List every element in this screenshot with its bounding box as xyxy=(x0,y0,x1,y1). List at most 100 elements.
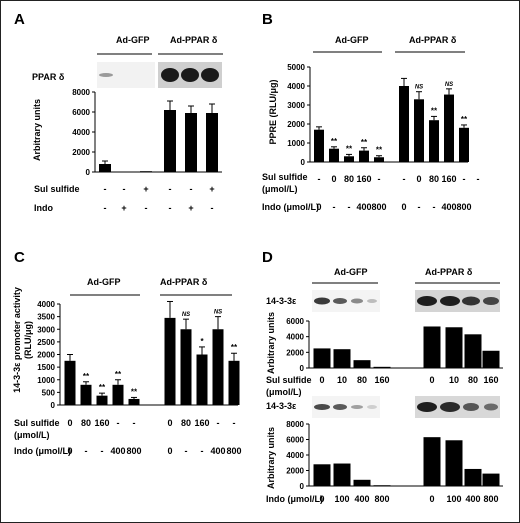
treatment-value: - xyxy=(211,203,214,213)
treatment-value: 0 xyxy=(67,418,72,428)
significance-label: NS xyxy=(415,85,423,91)
bar xyxy=(482,350,500,368)
bar xyxy=(99,164,111,172)
panel-b-chart: 0 1000 2000 3000 4000 5000 ** ** ** ** NS ** NS ** xyxy=(287,63,469,167)
bar xyxy=(180,329,192,405)
panel-d-blot-band xyxy=(367,405,377,409)
y-tick-label: 1500 xyxy=(37,363,55,372)
panel-c-row-label: Sul sulfide xyxy=(14,418,60,428)
panel-c-row-3-signs: 0- -400 800 0- -400 800 xyxy=(67,446,241,456)
y-tick-label: 0 xyxy=(301,158,306,167)
treatment-value: - xyxy=(201,446,204,456)
panel-d-blot-band xyxy=(333,404,347,410)
treatment-value: 160 xyxy=(483,375,498,385)
panel-c-group-1: Ad-GFP xyxy=(87,277,121,287)
panel-d-blot-label-top: 14-3-3ε xyxy=(266,296,297,306)
panel-b-row-label: (μmol/L) xyxy=(262,184,298,194)
treatment-value: 160 xyxy=(194,418,209,428)
treatment-value: - xyxy=(104,203,107,213)
treatment-value: 400 xyxy=(356,202,371,212)
panel-b-group-2: Ad-PPAR δ xyxy=(409,35,457,45)
treatment-value: - xyxy=(101,446,104,456)
bar xyxy=(96,395,108,405)
bar xyxy=(196,354,208,405)
panel-b-row-label: Sul sulfide xyxy=(262,172,308,182)
bar xyxy=(464,468,482,486)
panel-d-blot-band xyxy=(484,403,498,411)
bar xyxy=(314,129,324,162)
panel-a-blot-band xyxy=(181,68,199,82)
panel-d-ylabel-top: Arbitrary units xyxy=(266,312,276,374)
panel-c-letter: C xyxy=(14,249,25,266)
treatment-value: + xyxy=(143,184,148,194)
treatment-value: 80 xyxy=(429,174,439,184)
y-tick-label: 3500 xyxy=(37,313,55,322)
y-tick-label: 3000 xyxy=(37,325,55,334)
treatment-value: - xyxy=(123,184,126,194)
bar xyxy=(353,360,371,368)
panel-d-group-2: Ad-PPAR δ xyxy=(425,267,473,277)
treatment-value: 0 xyxy=(331,174,336,184)
y-tick-label: 2000 xyxy=(286,348,304,357)
significance-label: NS xyxy=(445,82,453,88)
treatment-value: 800 xyxy=(374,494,389,504)
significance-label: NS xyxy=(214,310,222,316)
treatment-value: - xyxy=(85,446,88,456)
panel-a-blot-band xyxy=(201,68,219,82)
treatment-value: 100 xyxy=(334,494,349,504)
bar xyxy=(140,171,152,172)
treatment-value: 0 xyxy=(429,375,434,385)
panel-c-row-1-signs: 0 80 160- -0 80 160- - xyxy=(67,418,235,428)
panel-a-row-2-signs: - + - - + - xyxy=(104,203,214,213)
y-tick-label: 2000 xyxy=(287,120,305,129)
bar xyxy=(373,485,391,487)
y-tick-label: 4000 xyxy=(287,82,305,91)
treatment-value: 400 xyxy=(441,202,456,212)
significance-label: ** xyxy=(99,383,106,392)
bar xyxy=(329,148,339,162)
treatment-value: - xyxy=(403,174,406,184)
panel-d-blot-band xyxy=(440,296,460,306)
panel-d-blot-band xyxy=(483,297,499,305)
panel-b-row-3-signs: 0- -400 800 0- -400 800 xyxy=(316,202,471,212)
y-tick-label: 8000 xyxy=(286,420,304,429)
panel-b: B Ad-GFP Ad-PPAR δ PPRE (RLU/μg) 0 1000 20… xyxy=(262,11,480,212)
panel-a: A Ad-GFP Ad-PPAR δ PPAR δ Arbitrary unit… xyxy=(14,11,223,213)
panel-d-top-row-label-2: (μmol/L) xyxy=(266,387,302,397)
bar xyxy=(464,334,482,368)
treatment-value: 400 xyxy=(110,446,125,456)
bar xyxy=(313,348,331,368)
treatment-value: - xyxy=(117,418,120,428)
y-tick-label: 2000 xyxy=(37,351,55,360)
treatment-value: 80 xyxy=(181,418,191,428)
y-tick-label: 2000 xyxy=(286,467,304,476)
bar xyxy=(228,360,240,405)
y-tick-label: 6000 xyxy=(286,317,304,326)
panel-c-chart: 05001000150020002500300035004000********… xyxy=(37,300,240,410)
treatment-value: 80 xyxy=(468,375,478,385)
bar xyxy=(128,398,140,405)
panel-a-blot-band xyxy=(161,68,179,82)
significance-label: * xyxy=(200,337,204,346)
panel-d-ylabel-bottom: Arbitrary units xyxy=(266,427,276,489)
treatment-value: 160 xyxy=(441,174,456,184)
significance-label: ** xyxy=(376,146,383,155)
y-tick-label: 0 xyxy=(51,401,56,410)
treatment-value: 10 xyxy=(449,375,459,385)
treatment-value: - xyxy=(333,202,336,212)
panel-d-blot-band xyxy=(462,296,480,306)
bar xyxy=(164,110,176,172)
panel-b-row-label: Indo (μmol/L) xyxy=(262,202,319,212)
y-tick-label: 1000 xyxy=(287,139,305,148)
y-tick-label: 6000 xyxy=(286,436,304,445)
bar xyxy=(359,150,369,162)
significance-label: ** xyxy=(331,137,338,146)
treatment-value: 0 xyxy=(319,375,324,385)
bar xyxy=(344,156,354,162)
panel-a-chart: 0 2000 4000 6000 8000 xyxy=(72,88,222,177)
panel-c-ylabel-1: 14-3-3ε promoter activity xyxy=(12,287,22,393)
bar xyxy=(399,86,409,162)
treatment-value: - xyxy=(217,418,220,428)
bar xyxy=(212,329,224,405)
